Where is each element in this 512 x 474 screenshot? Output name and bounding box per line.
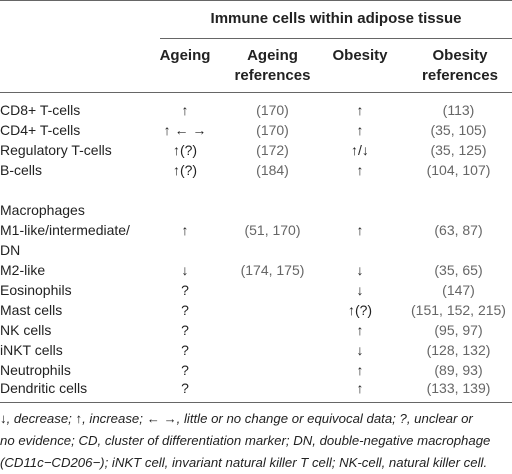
table-row-continuation: DN (0, 240, 512, 260)
ageing-refs: (51, 170) (244, 222, 301, 238)
table-row: Regulatory T-cells ↑(?) (172) ↑/↓ (35, 1… (0, 140, 512, 160)
col-header-ageing: Ageing (159, 47, 211, 64)
macrophages-label: Macrophages (0, 202, 85, 218)
cell-type-continuation: DN (0, 242, 21, 258)
ageing-refs: (172) (256, 142, 289, 158)
obesity-refs: (113) (442, 102, 475, 118)
obesity-trend: ↑ (356, 162, 364, 178)
obesity-refs: (35, 105) (430, 122, 487, 138)
footnote-line-1: ↓, decrease; ↑, increase; ← →, little or… (0, 411, 473, 426)
obesity-refs: (147) (442, 282, 475, 298)
obesity-refs: (133, 139) (426, 380, 491, 396)
obesity-refs: (35, 125) (430, 142, 487, 158)
cell-type: CD8+ T-cells (0, 102, 81, 118)
ageing-trend: ↓ (181, 262, 189, 278)
cell-type: M1-like/intermediate/ (0, 222, 130, 238)
ageing-refs: (184) (256, 162, 289, 178)
ageing-refs: (170) (256, 102, 289, 118)
ageing-trend: ? (181, 342, 189, 358)
col-header-ageing-references-text: Ageing references (234, 47, 311, 84)
ageing-trend: ↑(?) (172, 162, 198, 178)
cell-type: Dendritic cells (0, 380, 88, 396)
table-row: M1-like/intermediate/ ↑ (51, 170) ↑ (63,… (0, 220, 512, 240)
table-footnote: ↓, decrease; ↑, increase; ← →, little or… (0, 408, 512, 474)
col-header-obesity-references: Obesity references (420, 46, 500, 86)
table-super-header: Immune cells within adipose tissue (210, 10, 462, 27)
super-header-rule (160, 38, 512, 39)
cell-type: Mast cells (0, 302, 63, 318)
table-row: B-cells ↑(?) (184) ↑ (104, 107) (0, 160, 512, 180)
obesity-trend: ↑ (356, 122, 364, 138)
obesity-trend: ↑ (356, 322, 364, 338)
ageing-trend: ? (181, 322, 189, 338)
ageing-trend: ↑ (181, 222, 189, 238)
ageing-trend: ? (181, 282, 189, 298)
col-header-obesity-references-text: Obesity references (422, 47, 498, 84)
section-label-row: Macrophages (0, 200, 512, 220)
table-row: Mast cells ? ↑(?) (151, 152, 215) (0, 300, 512, 320)
obesity-trend: ↑/↓ (351, 142, 369, 158)
ageing-trend: ↑ ← → (163, 122, 207, 138)
table-row: iNKT cells ? ↓ (128, 132) (0, 340, 512, 360)
col-header-obesity: Obesity (332, 47, 388, 64)
obesity-refs: (104, 107) (426, 162, 491, 178)
table-row: M2-like ↓ (174, 175) ↓ (35, 65) (0, 260, 512, 280)
footnote-line-2: no evidence; CD, cluster of differentiat… (0, 433, 491, 448)
cell-type: iNKT cells (0, 342, 63, 358)
obesity-refs: (128, 132) (426, 342, 491, 358)
col-header-ageing-references: Ageing references (230, 46, 315, 86)
table-bottom-rule (0, 402, 512, 403)
table-row: NK cells ? ↑ (95, 97) (0, 320, 512, 340)
obesity-refs: (95, 97) (434, 322, 483, 338)
obesity-trend: ↑ (356, 380, 364, 396)
cell-type: NK cells (0, 322, 52, 338)
ageing-trend: ↑(?) (172, 142, 198, 158)
ageing-trend: ? (181, 302, 189, 318)
ageing-trend: ? (181, 362, 189, 378)
ageing-refs: (170) (256, 122, 289, 138)
obesity-refs: (35, 65) (434, 262, 483, 278)
obesity-refs: (151, 152, 215) (411, 302, 506, 318)
obesity-trend: ↑ (356, 362, 364, 378)
ageing-trend: ? (181, 380, 189, 396)
header-bottom-rule (0, 92, 512, 93)
obesity-trend: ↑ (356, 102, 364, 118)
ageing-trend: ↑ (181, 102, 189, 118)
obesity-trend: ↓ (356, 262, 364, 278)
obesity-trend: ↑(?) (347, 302, 373, 318)
obesity-refs: (63, 87) (434, 222, 483, 238)
cell-type: B-cells (0, 162, 43, 178)
cell-type: Eosinophils (0, 282, 72, 298)
footnote-line-3: (CD11c−CD206−); iNKT cell, invariant nat… (0, 455, 488, 470)
obesity-trend: ↓ (356, 342, 364, 358)
cell-type: M2-like (0, 262, 46, 278)
obesity-trend: ↓ (356, 282, 364, 298)
cell-type: Regulatory T-cells (0, 142, 112, 158)
obesity-refs: (89, 93) (434, 362, 483, 378)
table-top-rule (0, 0, 512, 1)
cell-type: Neutrophils (0, 362, 71, 378)
table-row: Neutrophils ? ↑ (89, 93) (0, 360, 512, 380)
table-row: Eosinophils ? ↓ (147) (0, 280, 512, 300)
table-row: Dendritic cells ? ↑ (133, 139) (0, 378, 512, 398)
obesity-trend: ↑ (356, 222, 364, 238)
ageing-refs: (174, 175) (240, 262, 305, 278)
table-row: CD4+ T-cells ↑ ← → (170) ↑ (35, 105) (0, 120, 512, 140)
cell-type: CD4+ T-cells (0, 122, 81, 138)
table-row: CD8+ T-cells ↑ (170) ↑ (113) (0, 100, 512, 120)
